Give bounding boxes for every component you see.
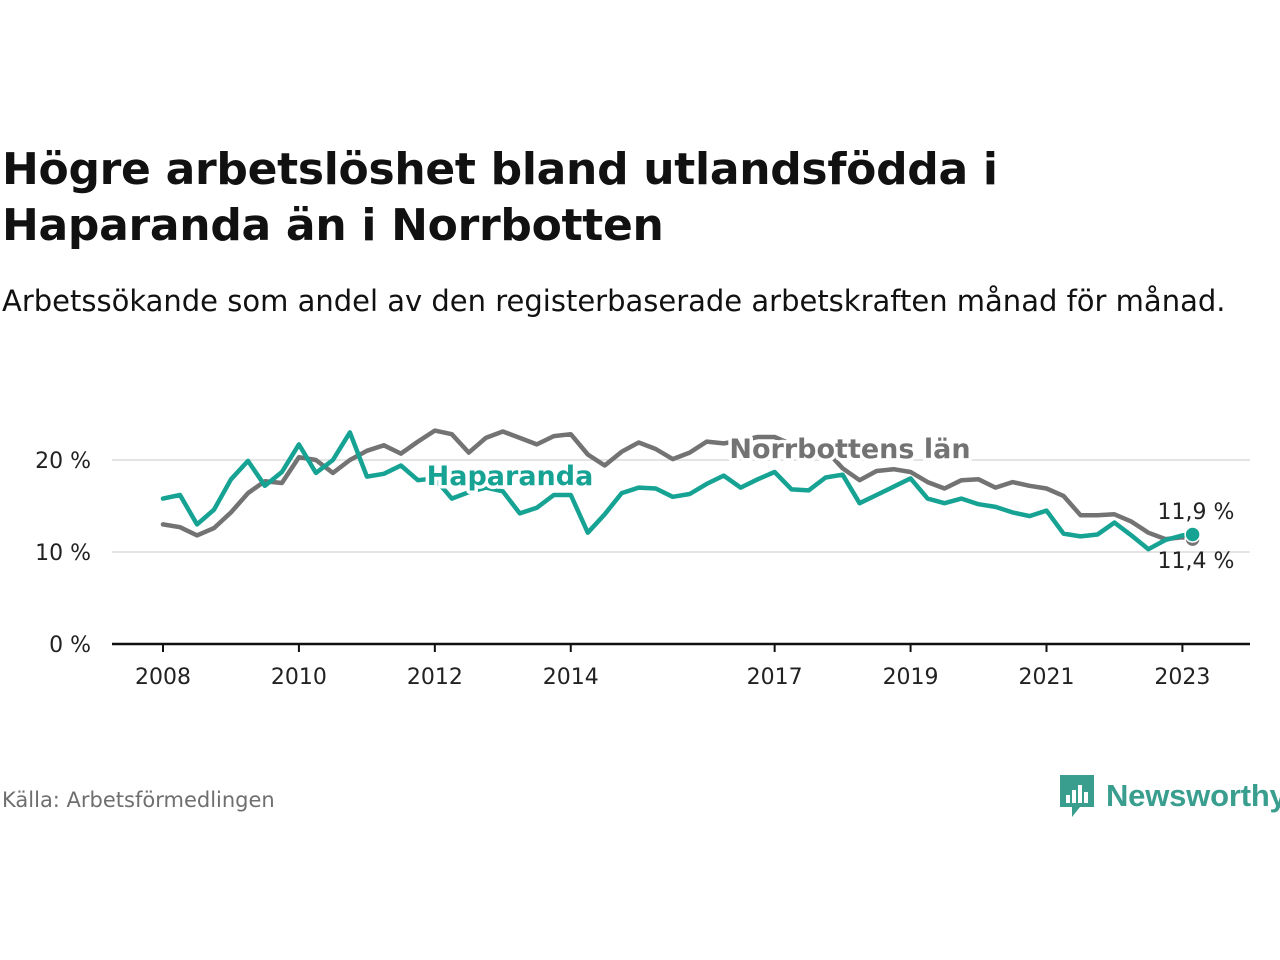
series-label-norrbotten: Norrbottens län bbox=[729, 434, 970, 465]
x-tick-label: 2023 bbox=[1154, 665, 1210, 690]
series-lines bbox=[160, 428, 1201, 552]
brand-name: Newsworthy bbox=[1106, 778, 1280, 813]
series-labels: Norrbottens län Haparanda 11,9 % 11,4 % bbox=[423, 431, 1235, 575]
x-tick-label: 2019 bbox=[883, 665, 939, 690]
x-tick-label: 2017 bbox=[747, 665, 803, 690]
y-tick-label: 10 % bbox=[35, 541, 91, 566]
series-line-norrbotten bbox=[160, 428, 1195, 542]
series-line-haparanda bbox=[160, 430, 1195, 552]
x-tick-label: 2012 bbox=[407, 665, 463, 690]
y-tick-label: 0 % bbox=[49, 633, 91, 658]
source-note: Källa: Arbetsförmedlingen bbox=[2, 788, 275, 812]
y-tick-label: 20 % bbox=[35, 449, 91, 474]
x-tick-label: 2008 bbox=[135, 665, 191, 690]
end-value-label-haparanda: 11,9 % bbox=[1158, 500, 1235, 525]
series-label-haparanda: Haparanda bbox=[427, 461, 594, 492]
brand-logo: Newsworthy bbox=[1058, 773, 1280, 819]
chart-title: Högre arbetslöshet bland utlandsfödda i … bbox=[2, 144, 998, 251]
x-tick-label: 2014 bbox=[543, 665, 599, 690]
x-tick-label: 2010 bbox=[271, 665, 327, 690]
x-tick-label: 2021 bbox=[1018, 665, 1074, 690]
newsworthy-logo-icon bbox=[1060, 775, 1094, 817]
x-axis: 2008 2010 2012 2014 2017 2019 2021 2023 bbox=[112, 642, 1250, 690]
gridlines: 0 % 10 % 20 % bbox=[35, 449, 1250, 658]
end-value-label-norrbotten: 11,4 % bbox=[1158, 549, 1235, 574]
series-end-marker bbox=[1184, 526, 1201, 543]
chart-subtitle: Arbetssökande som andel av den registerb… bbox=[2, 284, 1226, 318]
